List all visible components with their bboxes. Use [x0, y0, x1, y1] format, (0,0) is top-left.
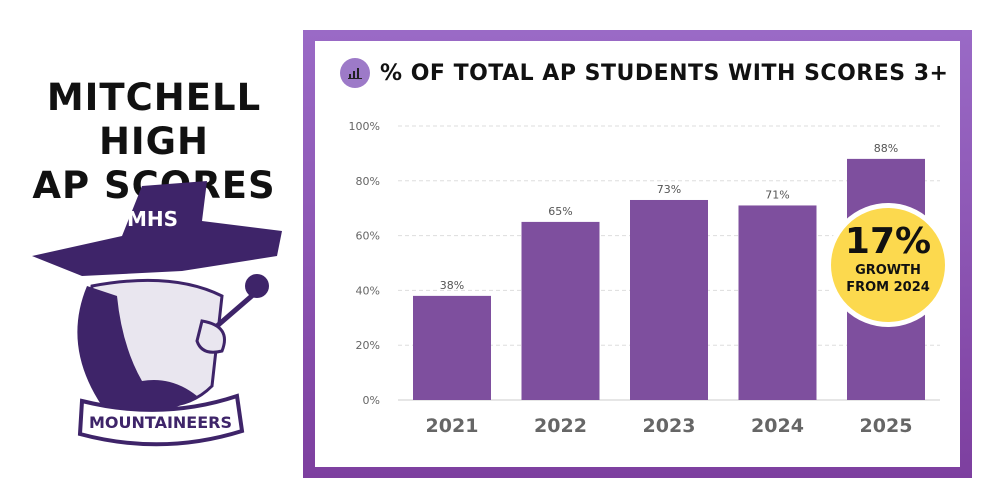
- x-tick-label: 2021: [426, 415, 479, 437]
- logo-hat-text: MHS: [127, 207, 178, 231]
- chart-title: % OF TOTAL AP STUDENTS WITH SCORES 3+: [380, 60, 949, 86]
- page-title: MITCHELL HIGH AP SCORES: [14, 76, 294, 208]
- growth-badge: 17% GROWTH FROM 2024: [826, 203, 950, 327]
- y-tick-label: 100%: [349, 120, 380, 133]
- y-tick-label: 40%: [356, 284, 380, 297]
- title-line-1: MITCHELL HIGH: [46, 76, 262, 163]
- x-tick-label: 2022: [534, 415, 587, 437]
- data-label: 65%: [548, 205, 572, 218]
- growth-line-2: FROM 2024: [846, 280, 930, 295]
- x-tick-label: 2025: [860, 415, 913, 437]
- data-label: 88%: [874, 142, 898, 155]
- data-label: 38%: [440, 279, 464, 292]
- logo-banner-text: MOUNTAINEERS: [89, 413, 232, 432]
- bar: [738, 205, 817, 400]
- bar: [630, 199, 708, 400]
- chart-header: % OF TOTAL AP STUDENTS WITH SCORES 3+: [340, 58, 948, 88]
- y-tick-label: 60%: [356, 230, 380, 243]
- bar-chart-icon: [340, 58, 370, 88]
- growth-value: 17%: [844, 221, 932, 262]
- bar: [521, 221, 600, 400]
- y-tick-label: 80%: [356, 175, 380, 188]
- y-tick-label: 20%: [356, 339, 380, 352]
- growth-line-1: GROWTH: [855, 263, 921, 278]
- x-tick-label: 2023: [643, 415, 696, 437]
- mountaineer-mascot-logo: MHS MOUNTAINEERS: [32, 181, 282, 447]
- y-tick-label: 0%: [363, 394, 380, 407]
- data-label: 73%: [657, 183, 681, 196]
- bar: [413, 295, 491, 400]
- x-tick-label: 2024: [751, 415, 804, 437]
- data-label: 71%: [765, 188, 789, 201]
